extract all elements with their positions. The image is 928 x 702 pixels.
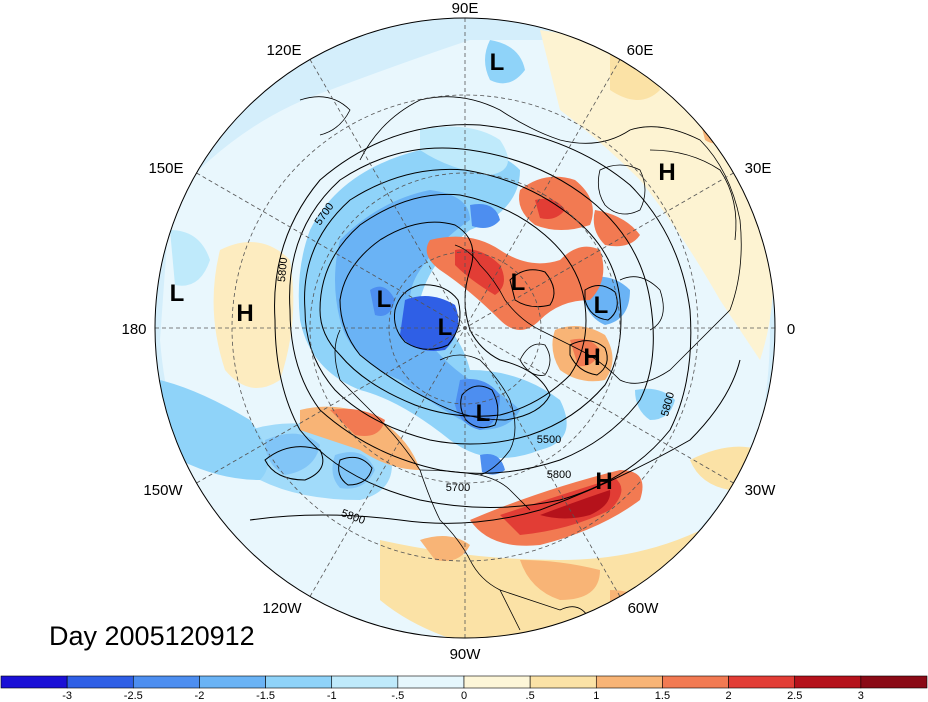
contour-value-labels: 5700 5800 5800 5500 5800 5700 5800 bbox=[276, 201, 677, 527]
lon-label-30e: 30E bbox=[745, 160, 772, 177]
contour-label: 5500 bbox=[537, 434, 561, 446]
lon-label-120w: 120W bbox=[262, 600, 302, 617]
colorbar-tick-label: 1 bbox=[593, 690, 599, 702]
contour-label: 5800 bbox=[276, 257, 290, 282]
colorbar-swatch bbox=[529, 675, 597, 689]
colorbar-swatch bbox=[265, 675, 333, 689]
low-center-marker: L bbox=[476, 400, 491, 427]
lon-label-90e: 90E bbox=[452, 0, 479, 17]
colorbar: -3 -2.5 -2 -1.5 -1 -.5 0 .5 1 1.5 2 2.5 3 bbox=[0, 675, 928, 702]
colorbar-tick-label: -.5 bbox=[391, 690, 404, 702]
colorbar-tick-label: .5 bbox=[526, 690, 535, 702]
lon-label-0: 0 bbox=[787, 321, 795, 338]
colorbar-swatch bbox=[0, 675, 68, 689]
colorbar-swatch bbox=[860, 675, 928, 689]
high-center-marker: H bbox=[583, 344, 600, 371]
colorbar-swatch bbox=[397, 675, 465, 689]
colorbar-tick-label: 0 bbox=[461, 690, 467, 702]
colorbar-swatch bbox=[132, 675, 200, 689]
high-center-marker: H bbox=[236, 300, 253, 327]
lon-label-180: 180 bbox=[121, 321, 146, 338]
graticule bbox=[155, 18, 775, 638]
low-center-marker: L bbox=[511, 269, 526, 296]
lon-label-150e: 150E bbox=[148, 160, 183, 177]
lon-label-30w: 30W bbox=[745, 482, 777, 499]
colorbar-swatch bbox=[595, 675, 663, 689]
longitude-labels: 90E 60E 30E 0 30W 60W 90W 120W 150W 180 … bbox=[121, 0, 795, 663]
colorbar-swatch bbox=[331, 675, 399, 689]
colorbar-swatch bbox=[66, 675, 134, 689]
lon-label-60w: 60W bbox=[628, 600, 660, 617]
height-contours bbox=[249, 124, 741, 524]
map-border bbox=[154, 17, 776, 639]
colorbar-swatch bbox=[728, 675, 796, 689]
colorbar-swatch bbox=[794, 675, 862, 689]
low-center-marker: L bbox=[438, 314, 453, 341]
pressure-center-labels: L H L H L L L L H L H bbox=[170, 49, 676, 495]
colorbar-tick-label: -1 bbox=[327, 690, 337, 702]
coastlines bbox=[299, 96, 742, 638]
colorbar-tick-label: 1.5 bbox=[655, 690, 670, 702]
colorbar-tick-label: -2.5 bbox=[124, 690, 143, 702]
colorbar-tick-label: 2 bbox=[726, 690, 732, 702]
low-center-marker: L bbox=[490, 49, 505, 76]
lon-label-60e: 60E bbox=[627, 42, 654, 59]
lon-label-120e: 120E bbox=[266, 42, 301, 59]
colorbar-swatch bbox=[463, 675, 531, 689]
colorbar-tick-label: 3 bbox=[858, 690, 864, 702]
high-center-marker: H bbox=[595, 468, 612, 495]
colorbar-tick-label: -3 bbox=[62, 690, 72, 702]
contour-label: 5800 bbox=[547, 469, 571, 481]
high-center-marker: H bbox=[658, 159, 675, 186]
low-center-marker: L bbox=[594, 292, 609, 319]
colorbar-swatch bbox=[662, 675, 729, 689]
lon-label-90w: 90W bbox=[450, 646, 482, 663]
low-center-marker: L bbox=[377, 286, 392, 313]
colorbar-swatch bbox=[199, 675, 266, 689]
colorbar-tick-label: 2.5 bbox=[787, 690, 802, 702]
colorbar-tick-label: -2 bbox=[195, 690, 205, 702]
low-center-marker: L bbox=[170, 280, 185, 307]
lon-label-150w: 150W bbox=[143, 482, 183, 499]
contour-label: 5700 bbox=[446, 482, 470, 494]
date-label: Day 2005120912 bbox=[49, 621, 255, 651]
colorbar-tick-label: -1.5 bbox=[256, 690, 275, 702]
